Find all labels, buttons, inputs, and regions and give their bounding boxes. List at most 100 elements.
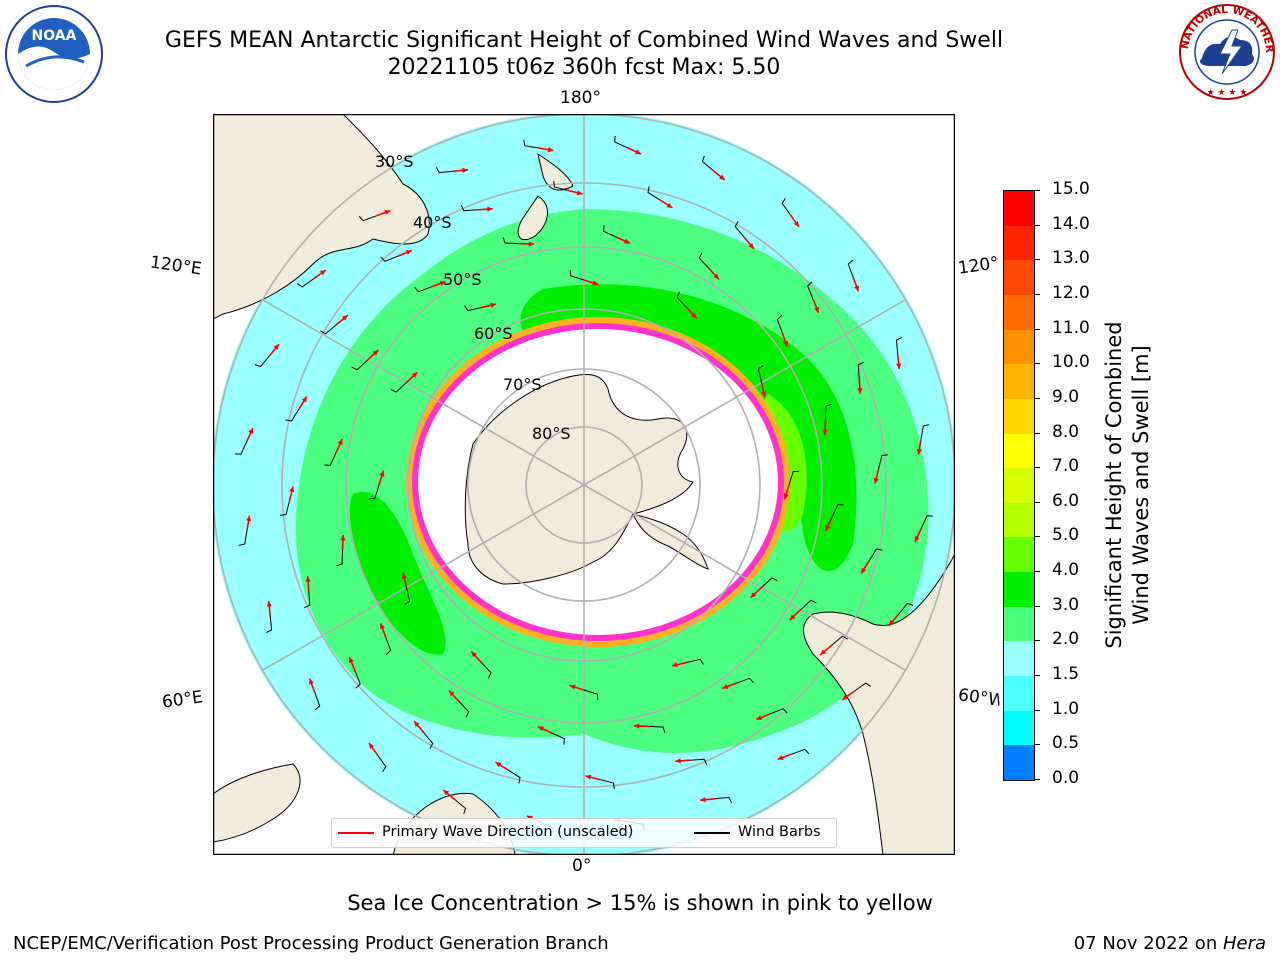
- wave-arrow-head: [914, 536, 920, 543]
- wave-arrow-head: [490, 302, 497, 308]
- wave-arrow-head: [341, 315, 348, 321]
- lat-label-70s: 70°S: [503, 375, 542, 394]
- lon-label-0: 0°: [572, 856, 592, 876]
- wave-arrow-head: [443, 789, 449, 796]
- wind-barb: [569, 269, 585, 281]
- colorbar-tick-mark: [1034, 640, 1040, 642]
- wind-barb: [254, 355, 270, 368]
- chart-title: GEFS MEAN Antarctic Significant Height o…: [164, 28, 1004, 53]
- lat-label-50s: 50°S: [443, 270, 482, 289]
- wind-barb: [847, 259, 854, 278]
- colorbar-segment: [1004, 294, 1034, 331]
- wind-barb: [831, 504, 844, 518]
- wave-arrow-head: [547, 147, 554, 153]
- wind-barb: [736, 677, 754, 684]
- colorbar-tick-mark: [1034, 293, 1040, 295]
- colorbar-tick-mark: [1034, 536, 1040, 538]
- australia-land: [213, 114, 430, 320]
- wave-arrow-head: [789, 614, 796, 621]
- colorbar-tick-label: 3.0: [1052, 594, 1080, 615]
- colorbar-tick-label: 7.0: [1052, 456, 1080, 477]
- wind-barb: [238, 530, 248, 546]
- wind-barb: [603, 225, 617, 238]
- colorbar-label-line1: Significant Height of Combined: [1102, 321, 1126, 649]
- noaa-logo-text: NOAA: [32, 28, 77, 44]
- wave-arrow-head: [349, 657, 354, 664]
- colorbar-segment: [1004, 502, 1034, 538]
- wave-arrow-head: [820, 649, 827, 655]
- nws-logo: NATIONAL WEATHER SERVICE ★ ★ ★ ★: [1176, 2, 1275, 100]
- colorbar-segment: [1004, 641, 1034, 677]
- wave-arrow-head: [857, 388, 863, 394]
- wave-arrow-head: [873, 477, 879, 484]
- colorbar-label-line2: Wind Waves and Swell [m]: [1129, 345, 1153, 625]
- wave-arrow-head: [537, 726, 544, 732]
- wave-arrow-head: [814, 306, 819, 313]
- lon-label-60e: 60°E: [160, 687, 205, 713]
- wind-barb: [614, 135, 628, 149]
- wind-barb: [423, 732, 434, 749]
- wind-barb: [868, 548, 883, 562]
- wave-arrow-head: [384, 210, 391, 215]
- colorbar-segment: [1004, 398, 1034, 435]
- colorbar-segment: [1004, 537, 1034, 573]
- wave-arrow-head: [916, 448, 922, 455]
- wave-arrow-head: [248, 427, 254, 434]
- wave-arrow-head: [405, 250, 412, 255]
- wind-barb: [776, 315, 783, 333]
- wind-barb: [368, 484, 380, 500]
- wave-arrow-head: [635, 149, 642, 155]
- wind-barb: [523, 139, 539, 149]
- wave-arrow-head: [761, 391, 767, 398]
- colorbar-tick-label: 15.0: [1052, 179, 1090, 199]
- colorbar-tick-label: 5.0: [1052, 525, 1080, 546]
- lon-label-120w: 120°W: [956, 253, 1000, 279]
- wave-arrow-head: [337, 438, 343, 445]
- colorbar-tick-mark: [1034, 432, 1040, 434]
- wind-barb: [800, 599, 817, 611]
- sea-ice-note: Sea Ice Concentration > 15% is shown in …: [347, 891, 933, 915]
- noaa-logo: NOAA: [5, 5, 103, 103]
- wave-arrow-head: [748, 242, 754, 249]
- colorbar-tick-label: 12.0: [1052, 282, 1090, 303]
- wave-arrow-head: [861, 567, 867, 574]
- wave-arrow-head: [411, 372, 418, 378]
- colorbar-tick-label: 11.0: [1052, 317, 1090, 338]
- footer-host: Hera: [1222, 933, 1266, 954]
- chart-subtitle: 20221105 t06z 360h fcst Max: 5.50: [387, 55, 781, 80]
- wind-barb: [854, 682, 871, 692]
- wind-barb: [769, 708, 788, 715]
- wave-arrow-head: [750, 592, 757, 598]
- wave-arrow-head: [675, 758, 681, 764]
- colorbar-tick-mark: [1034, 501, 1040, 503]
- wave-arrow-head: [301, 396, 307, 403]
- wind-barb: [757, 365, 764, 383]
- wind-barb: [698, 252, 710, 269]
- wave-arrow-head: [722, 684, 729, 689]
- wind-barb: [481, 662, 492, 679]
- wind-barb: [297, 278, 314, 288]
- wind-barb: [320, 324, 337, 335]
- lat-label-40s: 40°S: [413, 213, 452, 232]
- colorbar-tick-mark: [1034, 397, 1040, 399]
- colorbar-tick-mark: [1034, 675, 1040, 677]
- wind-barb: [701, 155, 714, 171]
- wave-arrow-head: [691, 312, 697, 319]
- wave-arrow-head: [448, 690, 455, 697]
- wave-arrow-head: [369, 743, 375, 749]
- wave-arrow-head: [320, 270, 326, 276]
- colorbar-segment: [1004, 572, 1034, 608]
- map-legend: Primary Wave Direction (unscaled) Wind B…: [331, 818, 837, 848]
- wave-arrow-head: [569, 684, 576, 690]
- wind-barb: [898, 602, 914, 615]
- wave-arrow-head: [309, 678, 314, 685]
- colorbar-tick-mark: [1034, 709, 1040, 711]
- wave-direction-arrows: [234, 135, 934, 835]
- wave-arrow-head: [585, 774, 592, 780]
- polar-map: [213, 114, 955, 855]
- wind-barb: [920, 515, 934, 529]
- wind-barb: [599, 779, 615, 789]
- wind-barb: [857, 361, 864, 379]
- colorbar: [1003, 190, 1035, 781]
- map-frame: [213, 114, 955, 855]
